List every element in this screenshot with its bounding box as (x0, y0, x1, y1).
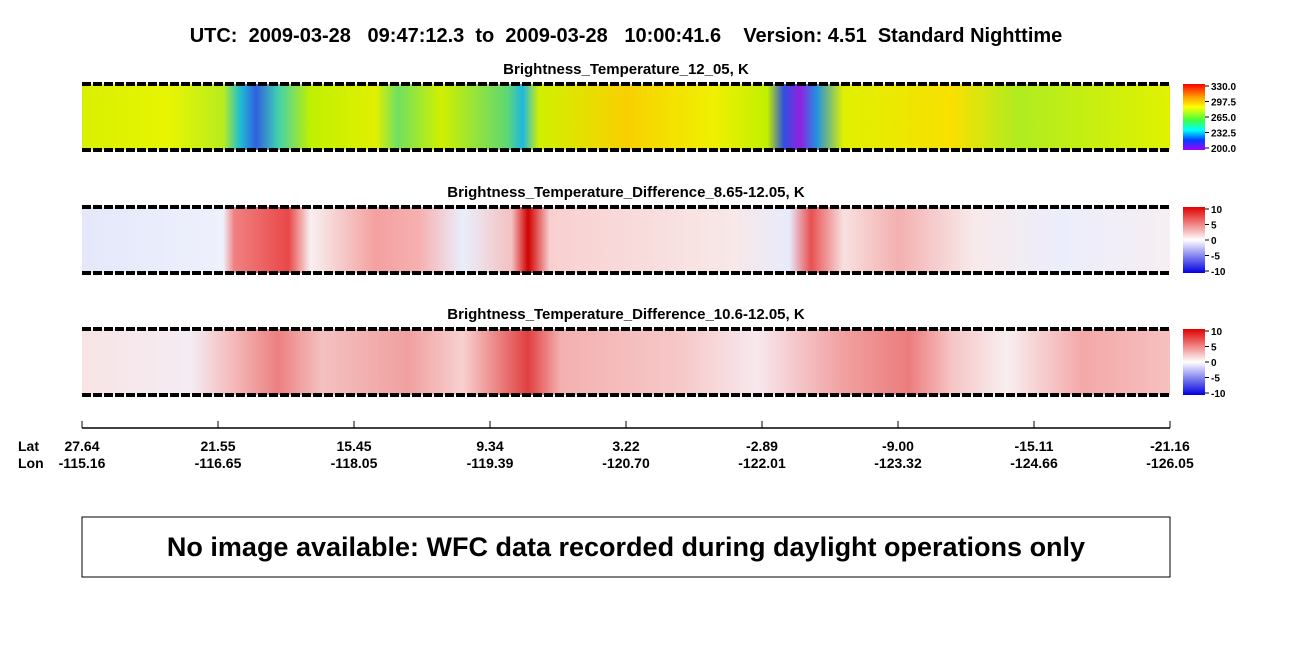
colorbar-label: -5 (1211, 252, 1220, 263)
colorbar (1183, 207, 1205, 273)
lat-label: -2.89 (746, 438, 778, 454)
lon-label: -118.05 (331, 455, 378, 471)
colorbar-label: 200.0 (1211, 144, 1236, 155)
panel: Brightness_Temperature_12_05, K 330.0 297.… (82, 61, 1236, 155)
lat-label: 27.64 (64, 438, 99, 454)
lat-label: 3.22 (612, 438, 639, 454)
image-strip (82, 329, 1170, 395)
panel-title: Brightness_Temperature_Difference_10.6-1… (447, 306, 805, 323)
lon-label: -119.39 (467, 455, 514, 471)
colorbar-label: 232.5 (1211, 129, 1236, 140)
lat-label: 21.55 (200, 438, 235, 454)
page-title: UTC: 2009-03-28 09:47:12.3 to 2009-03-28… (190, 25, 1063, 47)
colorbar (1183, 329, 1205, 395)
image-strip (82, 84, 1170, 150)
row-label: Lat (18, 438, 39, 454)
panels: Brightness_Temperature_12_05, K 330.0 297.… (82, 61, 1236, 400)
lon-label: -116.65 (195, 455, 242, 471)
lat-label: 15.45 (336, 438, 371, 454)
panel: Brightness_Temperature_Difference_8.65-1… (82, 184, 1226, 278)
colorbar-label: 0 (1211, 236, 1217, 247)
lon-label: -126.05 (1146, 455, 1194, 471)
colorbar-label: -10 (1211, 389, 1226, 400)
row-label: Lon (18, 455, 44, 471)
colorbar-label: 297.5 (1211, 98, 1236, 109)
lon-label: -122.01 (738, 455, 786, 471)
panel: Brightness_Temperature_Difference_10.6-1… (82, 306, 1226, 400)
colorbar (1183, 84, 1205, 150)
colorbar-label: 0 (1211, 358, 1217, 369)
note-text: No image available: WFC data recorded du… (167, 532, 1085, 562)
colorbar-label: 10 (1211, 205, 1223, 216)
colorbar-label: 5 (1211, 343, 1217, 354)
colorbar-label: -5 (1211, 374, 1220, 385)
panel-title: Brightness_Temperature_12_05, K (503, 61, 749, 78)
colorbar-label: 5 (1211, 221, 1217, 232)
colorbar-label: 10 (1211, 327, 1223, 338)
colorbar-label: 330.0 (1211, 82, 1236, 93)
lon-label: -123.32 (874, 455, 922, 471)
colorbar-label: 265.0 (1211, 113, 1236, 124)
image-strip (82, 207, 1170, 273)
note-box (81, 516, 1171, 578)
lon-label: -120.70 (602, 455, 650, 471)
lat-label: 9.34 (476, 438, 503, 454)
panel-title: Brightness_Temperature_Difference_8.65-1… (447, 184, 805, 201)
colorbar-label: -10 (1211, 267, 1226, 278)
lon-label: -115.16 (59, 455, 106, 471)
lat-label: -15.11 (1015, 438, 1054, 454)
lon-label: -124.66 (1010, 455, 1058, 471)
lat-label: -9.00 (882, 438, 914, 454)
lat-label: -21.16 (1150, 438, 1190, 454)
